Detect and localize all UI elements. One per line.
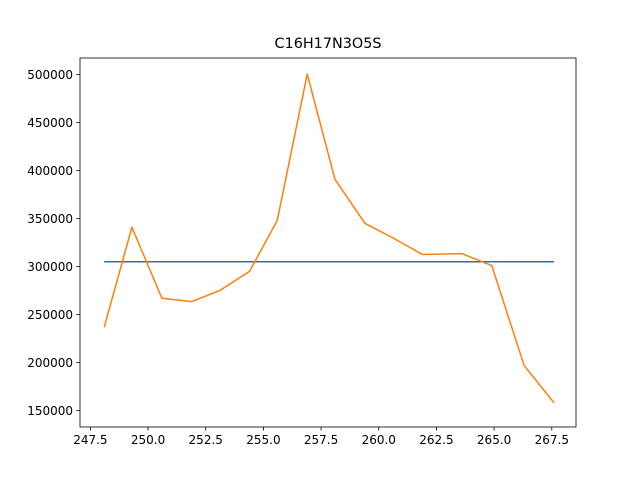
- x-axis: 247.5 250.0 252.5 255.0 257.5 260.0 262.5 265.0…: [73, 427, 569, 447]
- y-tick-label: 450000: [27, 116, 73, 130]
- plot-area-frame: [79, 57, 577, 428]
- y-tick-label: 350000: [27, 212, 73, 226]
- x-tick-label: 265.0: [477, 433, 511, 447]
- x-tick-label: 257.5: [304, 433, 338, 447]
- y-tick-label: 250000: [27, 308, 73, 322]
- chart-title: C16H17N3O5S: [274, 36, 381, 52]
- x-tick-label: 250.0: [131, 433, 165, 447]
- y-tick-label: 200000: [27, 356, 73, 370]
- y-axis: 150000 200000 250000 300000 350000 400000 4500…: [27, 68, 80, 418]
- x-tick-label: 267.5: [535, 433, 569, 447]
- x-tick-label: 247.5: [73, 433, 107, 447]
- x-tick-label: 262.5: [419, 433, 453, 447]
- x-tick-label: 252.5: [189, 433, 223, 447]
- y-tick-label: 300000: [27, 260, 73, 274]
- y-tick-label: 150000: [27, 404, 73, 418]
- y-tick-label: 400000: [27, 164, 73, 178]
- series-line-2: [103, 73, 555, 404]
- y-tick-label: 500000: [27, 68, 73, 82]
- x-tick-label: 260.0: [362, 433, 396, 447]
- x-tick-label: 255.0: [246, 433, 280, 447]
- series-layer: [103, 73, 555, 404]
